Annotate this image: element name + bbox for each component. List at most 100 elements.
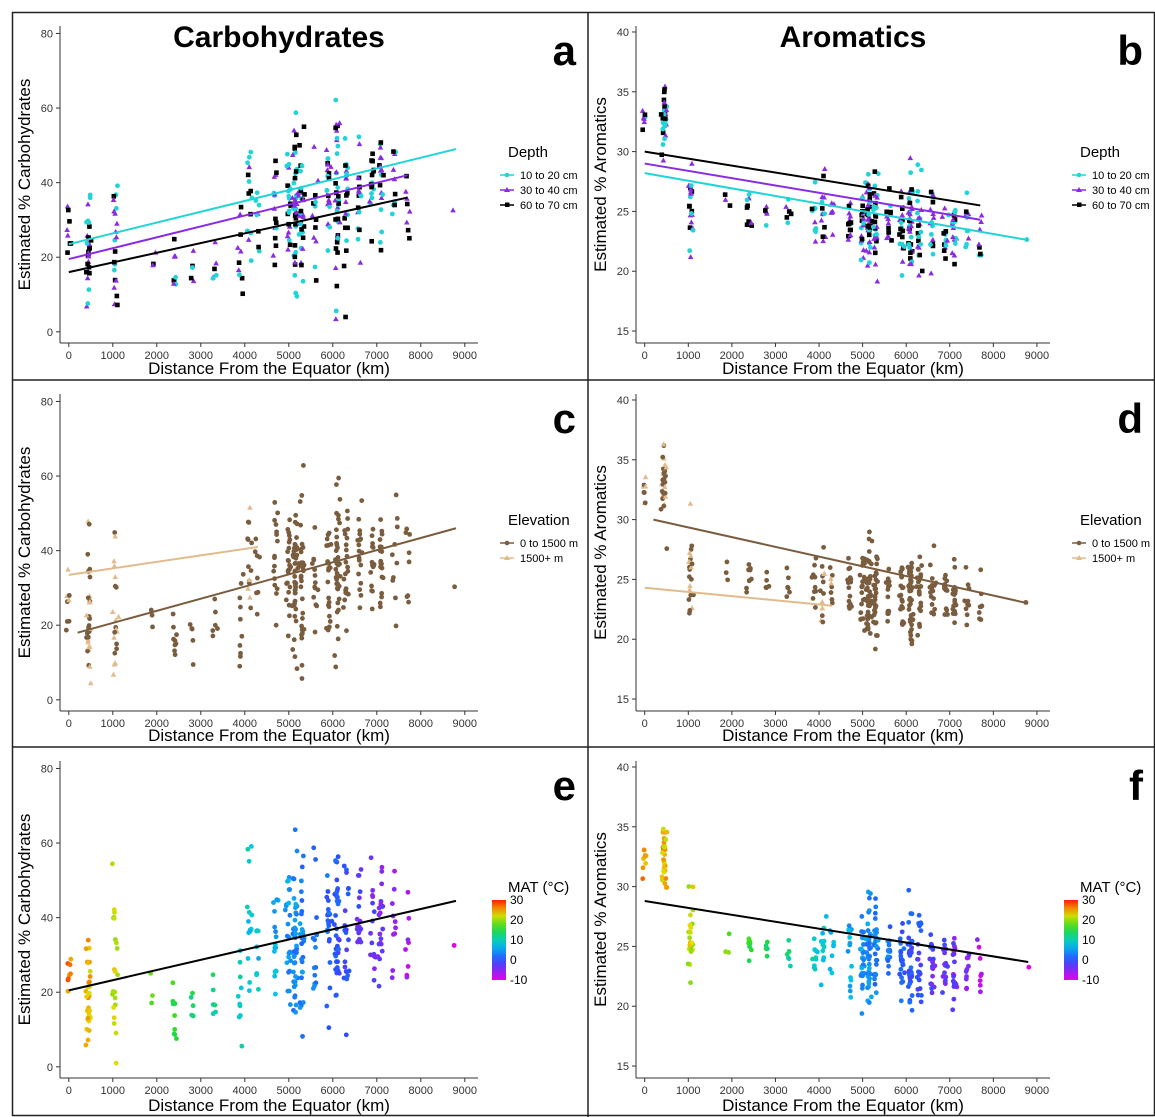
x-tick-label: 2000 — [720, 718, 744, 730]
data-point — [247, 594, 253, 600]
data-point — [298, 889, 304, 895]
data-point — [974, 937, 980, 943]
data-point — [927, 584, 933, 590]
data-point — [286, 950, 292, 956]
data-point — [663, 107, 670, 113]
data-point — [324, 188, 330, 193]
data-point — [112, 629, 118, 635]
data-point — [110, 989, 116, 994]
data-point — [915, 189, 921, 194]
data-point — [323, 147, 330, 153]
data-point — [248, 258, 254, 264]
data-point — [831, 942, 836, 948]
data-point — [818, 588, 823, 594]
data-point — [661, 869, 667, 875]
data-point — [368, 952, 373, 958]
data-point — [87, 270, 92, 276]
data-point — [356, 895, 362, 901]
data-point — [369, 172, 375, 178]
legend: Depth 10 to 20 cm 30 to 40 cm 60 to 70 cm — [500, 144, 577, 212]
data-point — [111, 267, 117, 273]
y-tick-label: 25 — [617, 574, 629, 586]
data-point — [377, 182, 383, 188]
data-point — [379, 869, 385, 874]
data-point — [344, 238, 349, 244]
data-point — [898, 220, 904, 226]
data-point — [687, 194, 693, 200]
data-point — [248, 188, 254, 194]
data-point — [370, 541, 375, 546]
x-tick-label: 9000 — [1025, 1085, 1049, 1097]
data-point — [325, 918, 331, 924]
data-point — [392, 202, 397, 208]
data-point — [661, 857, 666, 863]
data-point — [272, 582, 278, 588]
x-tick-label: 4000 — [807, 718, 831, 730]
data-point — [333, 246, 339, 251]
data-point — [85, 634, 91, 640]
data-point — [325, 579, 331, 585]
data-point — [812, 219, 818, 225]
data-point — [67, 962, 73, 968]
data-point — [292, 175, 298, 181]
data-point — [868, 994, 874, 1000]
data-point — [952, 217, 958, 222]
data-point — [939, 213, 946, 219]
data-point — [324, 894, 330, 900]
data-point — [300, 1033, 305, 1039]
data-point — [952, 261, 957, 267]
data-point — [115, 302, 120, 308]
data-point — [333, 217, 338, 222]
x-tick-label: 6000 — [321, 1085, 345, 1097]
data-point — [336, 946, 341, 952]
data-point — [916, 244, 922, 250]
data-point — [346, 937, 351, 943]
data-point — [377, 600, 383, 606]
data-point — [273, 929, 278, 935]
data-point — [377, 931, 383, 937]
data-point — [747, 567, 753, 573]
data-point — [917, 606, 922, 612]
data-point — [643, 860, 648, 866]
data-point — [916, 588, 922, 594]
data-point — [950, 234, 956, 240]
data-point — [407, 235, 412, 241]
data-point — [86, 235, 91, 240]
data-point — [822, 211, 827, 217]
data-point — [88, 238, 94, 243]
data-point — [111, 1005, 116, 1011]
data-point — [944, 612, 950, 617]
data-point — [977, 226, 983, 232]
data-point — [327, 204, 332, 210]
x-axis-label: Distance From the Equator (km) — [722, 359, 964, 378]
data-point — [377, 239, 383, 245]
data-point — [390, 968, 396, 973]
data-point — [900, 962, 906, 968]
data-point — [687, 583, 693, 589]
data-point — [380, 926, 386, 932]
data-point — [908, 223, 915, 229]
data-point — [325, 889, 331, 894]
data-point — [299, 911, 304, 917]
x-tick-label: 1000 — [101, 350, 125, 362]
x-tick-label: 2000 — [720, 1085, 744, 1097]
data-point — [371, 977, 377, 983]
data-point — [294, 666, 300, 672]
data-point — [314, 603, 320, 609]
data-point — [931, 596, 936, 601]
data-point — [84, 269, 89, 275]
data-point — [370, 545, 376, 550]
data-point — [872, 916, 878, 921]
data-point — [334, 510, 339, 516]
data-point — [190, 1003, 196, 1009]
data-point — [291, 979, 297, 985]
data-point — [865, 609, 871, 615]
data-point — [83, 303, 90, 309]
data-point — [359, 498, 365, 504]
data-point — [915, 632, 921, 638]
data-point — [237, 959, 243, 965]
data-point — [868, 561, 874, 567]
data-point — [302, 192, 307, 197]
data-point — [978, 567, 984, 573]
data-point — [964, 986, 969, 992]
